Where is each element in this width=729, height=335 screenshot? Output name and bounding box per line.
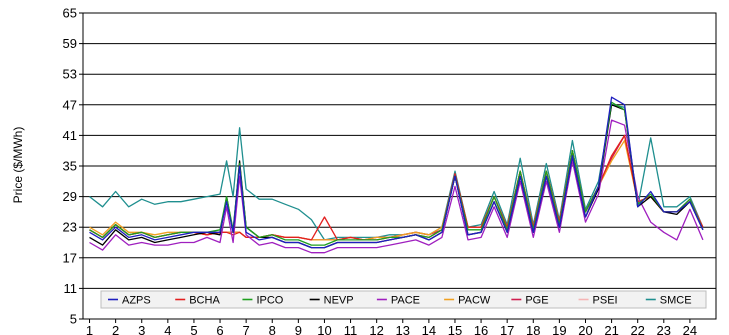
x-tick-label: 22 bbox=[630, 323, 644, 335]
x-tick-label: 12 bbox=[369, 323, 383, 335]
y-tick-label: 5 bbox=[70, 312, 77, 327]
series-lines bbox=[89, 96, 704, 254]
x-tick-label: 3 bbox=[138, 323, 145, 335]
x-tick-label: 7 bbox=[243, 323, 250, 335]
x-tick-label: 6 bbox=[216, 323, 223, 335]
y-tick-label: 29 bbox=[63, 189, 77, 204]
x-tick-label: 9 bbox=[295, 323, 302, 335]
x-axis-ticks: 1 2 3 4 5 6 7 8 9 10 11 12 13 14 15 16 17 18 19 20 21 22 23 24 bbox=[86, 319, 697, 335]
legend-label-pacw: PACW bbox=[458, 295, 491, 307]
legend-label-psei: PSEI bbox=[593, 295, 618, 307]
x-tick-label: 2 bbox=[112, 323, 119, 335]
x-tick-label: 1 bbox=[86, 323, 93, 335]
x-tick-label: 15 bbox=[448, 323, 462, 335]
y-tick-label: 17 bbox=[63, 250, 77, 265]
y-tick-label: 35 bbox=[63, 159, 77, 174]
series-line-azps bbox=[89, 96, 704, 249]
x-tick-label: 20 bbox=[578, 323, 592, 335]
x-tick-label: 14 bbox=[422, 323, 436, 335]
x-tick-label: 10 bbox=[317, 323, 331, 335]
legend: AZPS BCHA IPCO NEVP PACE PACW PGE PSEI SMCE bbox=[100, 290, 707, 309]
x-tick-label: 16 bbox=[474, 323, 488, 335]
x-tick-label: 23 bbox=[657, 323, 671, 335]
y-tick-label: 53 bbox=[63, 67, 77, 82]
y-axis-ticks: 5 11 17 23 29 35 41 47 53 59 65 bbox=[63, 6, 83, 327]
legend-box bbox=[100, 290, 707, 309]
y-tick-label: 65 bbox=[63, 6, 77, 21]
series-line-smce bbox=[89, 104, 704, 241]
legend-label-smce: SMCE bbox=[660, 295, 692, 307]
legend-label-ipco: IPCO bbox=[256, 295, 283, 307]
legend-label-bcha: BCHA bbox=[189, 295, 220, 307]
legend-label-azps: AZPS bbox=[122, 295, 151, 307]
y-tick-label: 59 bbox=[63, 36, 77, 51]
x-tick-label: 21 bbox=[604, 323, 618, 335]
legend-label-pge: PGE bbox=[525, 295, 548, 307]
series-line-pace bbox=[89, 119, 704, 254]
x-tick-label: 17 bbox=[500, 323, 514, 335]
x-tick-label: 11 bbox=[344, 323, 358, 335]
gridlines bbox=[83, 43, 716, 289]
x-tick-label: 4 bbox=[164, 323, 171, 335]
y-tick-label: 11 bbox=[64, 281, 78, 296]
y-tick-label: 47 bbox=[63, 97, 77, 112]
x-tick-label: 19 bbox=[552, 323, 566, 335]
y-tick-label: 41 bbox=[63, 128, 77, 143]
x-tick-label: 24 bbox=[683, 323, 697, 335]
x-tick-label: 5 bbox=[190, 323, 197, 335]
x-tick-label: 18 bbox=[526, 323, 540, 335]
legend-label-pace: PACE bbox=[391, 295, 420, 307]
x-tick-label: 8 bbox=[269, 323, 276, 335]
y-tick-label: 23 bbox=[63, 220, 77, 235]
y-axis-label: Price ($/MWh) bbox=[11, 127, 25, 204]
x-tick-label: 13 bbox=[396, 323, 410, 335]
legend-label-nevp: NEVP bbox=[324, 295, 354, 307]
